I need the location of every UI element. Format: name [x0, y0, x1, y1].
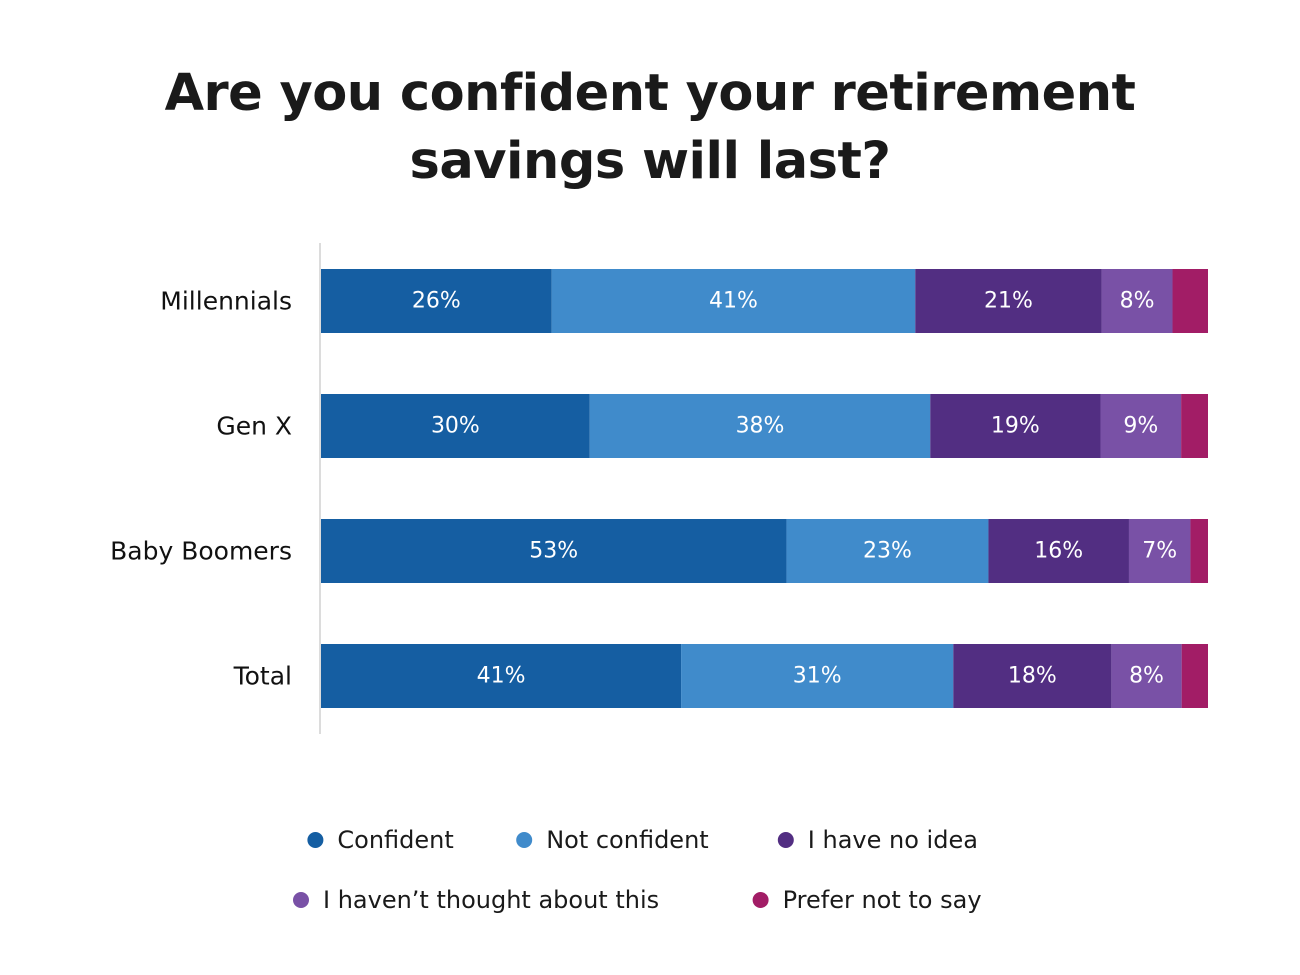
bar-segment-millennials-confident — [321, 269, 552, 333]
category-label-millennials: Millennials — [160, 287, 292, 316]
data-label-total-confident: 41% — [477, 664, 526, 689]
legend-swatch-not-confident — [516, 832, 533, 848]
legend-item-not-confident: Not confident — [516, 826, 709, 854]
category-label-total: Total — [233, 662, 292, 691]
category-label-gen-x: Gen X — [216, 412, 292, 441]
bar-segment-millennials-i-haven-t-thought-about-this — [1101, 269, 1173, 333]
bar-segment-baby-boomers-prefer-not-to-say — [1190, 519, 1208, 583]
data-label-millennials-i-have-no-idea: 21% — [984, 289, 1033, 314]
data-label-total-i-have-no-idea: 18% — [1008, 664, 1057, 689]
data-label-baby-boomers-i-haven-t-thought-about-this: 7% — [1142, 539, 1177, 564]
bar-segment-total-not-confident — [681, 644, 954, 708]
bar-segment-total-confident — [321, 644, 682, 708]
bar-segment-millennials-i-have-no-idea — [915, 269, 1102, 333]
bar-segment-total-prefer-not-to-say — [1181, 644, 1208, 708]
data-label-total-not-confident: 31% — [793, 664, 842, 689]
bar-segment-millennials-not-confident — [551, 269, 916, 333]
bar-segment-gen-x-i-have-no-idea — [930, 394, 1101, 458]
bar-segment-gen-x-prefer-not-to-say — [1181, 394, 1208, 458]
bar-segment-baby-boomers-i-haven-t-thought-about-this — [1128, 519, 1191, 583]
data-label-gen-x-not-confident: 38% — [736, 414, 785, 439]
data-label-millennials-not-confident: 41% — [709, 289, 758, 314]
legend-item-i-haven-t-thought-about-this: I haven’t thought about this — [293, 886, 659, 914]
legend-swatch-i-have-no-idea — [777, 832, 794, 848]
bar-segment-baby-boomers-i-have-no-idea — [988, 519, 1129, 583]
legend-item-i-have-no-idea: I have no idea — [777, 826, 978, 854]
bar-segment-baby-boomers-not-confident — [786, 519, 989, 583]
legend-swatch-i-haven-t-thought-about-this — [293, 892, 309, 908]
bar-segment-millennials-prefer-not-to-say — [1172, 269, 1208, 333]
bar-segment-gen-x-i-haven-t-thought-about-this — [1100, 394, 1182, 458]
bar-segment-total-i-haven-t-thought-about-this — [1111, 644, 1182, 708]
chart-title: Are you confident your retirement saving… — [0, 60, 1300, 196]
legend: Confident Not confident I have no idea I ha… — [293, 826, 982, 914]
data-label-baby-boomers-not-confident: 23% — [863, 539, 912, 564]
legend-item-confident: Confident — [307, 826, 454, 854]
legend-label-confident: Confident — [337, 826, 453, 854]
bars-layer: Millennials 26% 41% 21% 8% Gen X 30% 38% 19% 9% Ba… — [110, 269, 1208, 708]
chart-title-line-1: Are you confident your retirement — [164, 64, 1136, 123]
bar-segment-gen-x-not-confident — [589, 394, 931, 458]
legend-swatch-confident — [307, 832, 324, 848]
data-label-gen-x-i-haven-t-thought-about-this: 9% — [1123, 414, 1158, 439]
legend-label-prefer-not-to-say: Prefer not to say — [783, 886, 982, 914]
legend-item-prefer-not-to-say: Prefer not to say — [752, 886, 982, 914]
category-label-baby-boomers: Baby Boomers — [110, 537, 292, 566]
legend-label-i-haven-t-thought-about-this: I haven’t thought about this — [323, 886, 659, 914]
data-label-gen-x-confident: 30% — [431, 414, 480, 439]
legend-label-not-confident: Not confident — [546, 826, 709, 854]
data-label-millennials-i-haven-t-thought-about-this: 8% — [1120, 289, 1155, 314]
data-label-baby-boomers-confident: 53% — [529, 539, 578, 564]
data-label-gen-x-i-have-no-idea: 19% — [991, 414, 1040, 439]
legend-swatch-prefer-not-to-say — [752, 892, 769, 908]
bar-segment-baby-boomers-confident — [321, 519, 787, 583]
bar-segment-total-i-have-no-idea — [953, 644, 1112, 708]
data-label-total-i-haven-t-thought-about-this: 8% — [1129, 664, 1164, 689]
legend-label-i-have-no-idea: I have no idea — [808, 826, 978, 854]
data-label-millennials-confident: 26% — [412, 289, 461, 314]
data-label-baby-boomers-i-have-no-idea: 16% — [1034, 539, 1083, 564]
bar-segment-gen-x-confident — [321, 394, 590, 458]
chart-title-line-2: savings will last? — [409, 132, 891, 191]
